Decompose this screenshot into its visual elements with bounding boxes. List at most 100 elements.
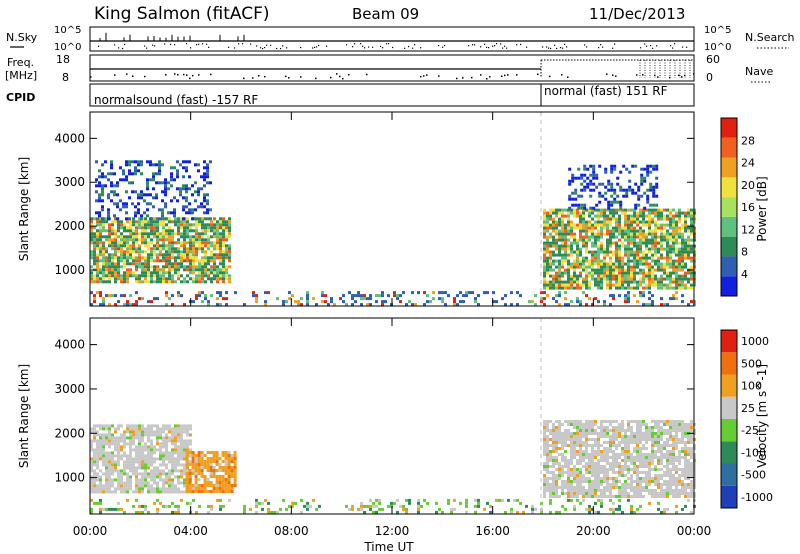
data-cell xyxy=(96,478,99,482)
data-cell xyxy=(188,463,192,466)
data-cell xyxy=(619,185,623,189)
data-cell xyxy=(162,439,165,443)
data-cell xyxy=(561,211,564,215)
data-cell xyxy=(675,259,678,263)
data-cell xyxy=(612,477,615,480)
data-cell xyxy=(306,501,309,505)
data-cell xyxy=(615,211,618,215)
data-cell xyxy=(165,487,168,491)
data-cell xyxy=(201,277,204,281)
data-cell xyxy=(156,274,159,278)
data-cell xyxy=(588,262,591,266)
colorbar-swatch xyxy=(721,236,737,257)
data-cell xyxy=(585,220,588,224)
data-cell xyxy=(117,507,120,511)
data-cell xyxy=(690,244,693,248)
data-cell xyxy=(177,229,180,233)
data-cell xyxy=(642,271,645,275)
data-cell xyxy=(543,235,546,239)
data-cell xyxy=(126,300,129,304)
data-cell xyxy=(161,190,164,194)
data-cell xyxy=(642,220,645,224)
data-cell xyxy=(219,253,222,257)
data-cell xyxy=(146,202,149,206)
data-cell xyxy=(194,475,198,478)
data-cell xyxy=(135,274,138,278)
data-cell xyxy=(372,504,375,508)
data-cell xyxy=(200,187,203,191)
data-cell xyxy=(567,483,570,486)
data-cell xyxy=(164,184,167,188)
data-cell xyxy=(204,294,207,298)
data-cell xyxy=(649,185,653,189)
data-cell xyxy=(669,297,672,301)
data-cell xyxy=(576,489,579,492)
data-cell xyxy=(138,265,141,269)
data-cell xyxy=(579,283,582,287)
data-cell xyxy=(189,223,192,227)
data-cell xyxy=(588,235,591,239)
data-cell xyxy=(126,277,129,281)
data-cell xyxy=(690,208,693,212)
data-cell xyxy=(555,444,558,447)
data-cell xyxy=(552,259,555,263)
data-cell xyxy=(107,214,110,218)
data-cell xyxy=(93,487,96,491)
data-cell xyxy=(135,436,138,440)
data-cell xyxy=(204,229,207,233)
data-cell xyxy=(585,441,588,444)
data-cell xyxy=(636,468,639,471)
data-cell xyxy=(624,486,627,489)
data-cell xyxy=(651,477,654,480)
data-cell xyxy=(543,477,546,480)
data-cell xyxy=(182,217,185,221)
data-cell xyxy=(552,474,555,477)
y-tick-label: 2000 xyxy=(54,426,85,440)
data-cell xyxy=(168,484,171,488)
data-cell xyxy=(117,262,120,266)
data-cell xyxy=(603,265,606,269)
data-cell xyxy=(132,457,135,461)
data-cell xyxy=(183,457,186,461)
data-cell xyxy=(564,250,567,254)
data-cell xyxy=(126,436,129,440)
data-cell xyxy=(652,194,656,198)
data-cell xyxy=(330,297,333,301)
data-cell xyxy=(649,182,653,186)
data-cell xyxy=(585,250,588,254)
data-cell xyxy=(558,435,561,438)
data-cell xyxy=(597,250,600,254)
data-cell xyxy=(306,303,309,307)
data-cell xyxy=(619,170,623,174)
data-cell xyxy=(612,456,615,459)
data-cell xyxy=(123,277,126,281)
data-cell xyxy=(621,259,624,263)
data-cell xyxy=(627,468,630,471)
data-cell xyxy=(645,447,648,450)
data-cell xyxy=(98,184,101,188)
data-cell xyxy=(126,262,129,266)
data-cell xyxy=(672,453,675,456)
data-cell xyxy=(576,265,579,269)
data-cell xyxy=(417,291,420,295)
data-cell xyxy=(672,420,675,423)
data-cell xyxy=(648,280,651,284)
data-cell xyxy=(615,429,618,432)
data-cell xyxy=(102,229,105,233)
data-cell xyxy=(159,235,162,239)
data-cell xyxy=(615,495,618,498)
data-cell xyxy=(228,250,231,254)
data-cell xyxy=(642,495,645,498)
data-cell xyxy=(576,432,579,435)
data-cell xyxy=(597,465,600,468)
data-cell xyxy=(675,277,678,281)
data-cell xyxy=(609,294,612,298)
data-cell xyxy=(588,468,591,471)
data-cell xyxy=(672,247,675,251)
data-cell xyxy=(591,250,594,254)
data-cell xyxy=(577,167,581,171)
data-cell xyxy=(543,297,546,301)
data-cell xyxy=(609,262,612,266)
data-cell xyxy=(576,259,579,263)
data-cell xyxy=(603,259,606,263)
